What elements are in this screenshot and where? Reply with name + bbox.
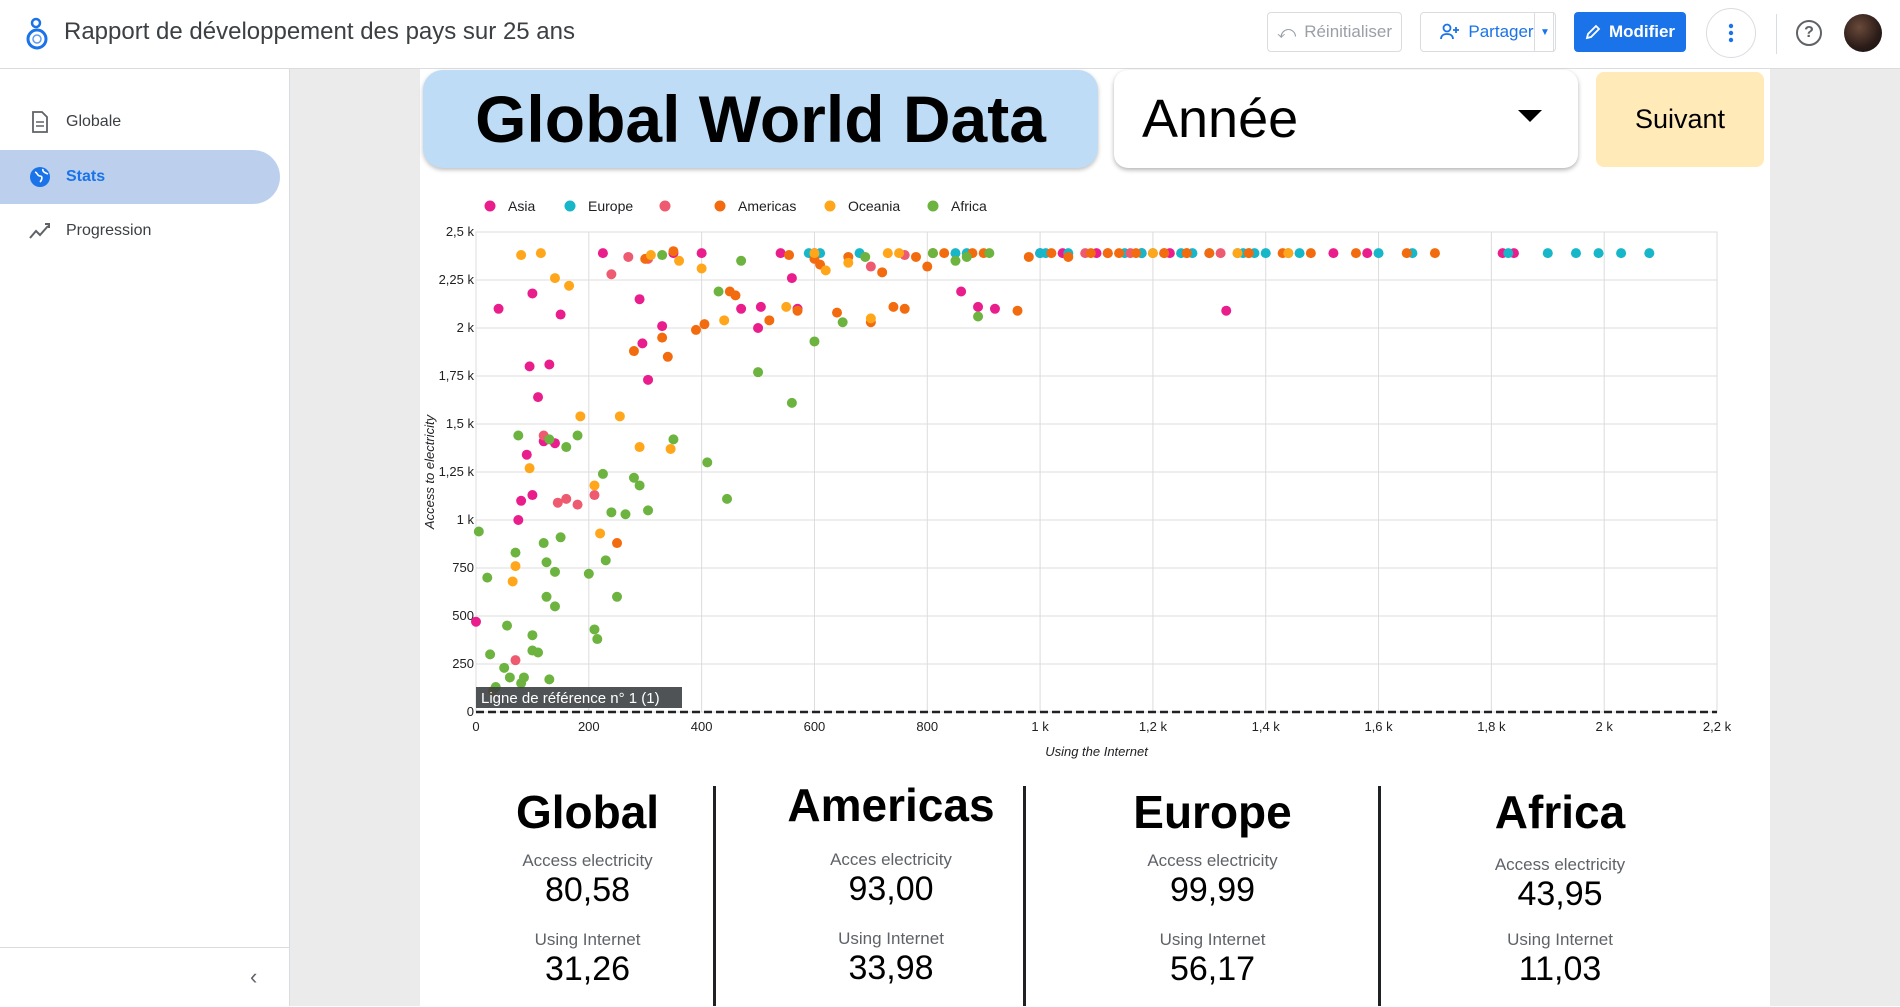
reset-button[interactable]: ⤺ Réinitialiser: [1267, 12, 1402, 52]
sidebar: Globale Stats Progression ‹: [0, 69, 290, 1006]
stat-europe-internet-label: Using Internet: [1159, 930, 1266, 949]
header-divider: [1776, 14, 1777, 54]
sidebar-item-stats[interactable]: Stats: [0, 150, 280, 204]
next-button[interactable]: Suivant: [1596, 72, 1764, 167]
sidebar-item-globale[interactable]: Globale: [0, 95, 280, 149]
share-dropdown-button[interactable]: ▼: [1534, 12, 1556, 52]
chevron-left-icon: ‹: [250, 964, 258, 989]
stat-africa-internet-label: Using Internet: [1507, 930, 1613, 949]
stat-americas: Americas Acces electricity 93,00 Using I…: [780, 778, 1002, 988]
pencil-icon: [1585, 24, 1601, 40]
share-button-label: Partager: [1468, 22, 1534, 41]
more-vert-icon: [1728, 23, 1734, 43]
help-icon[interactable]: ?: [1796, 20, 1822, 46]
stat-global-electricity-label: Access electricity: [522, 851, 653, 870]
caret-down-icon: [1518, 110, 1542, 122]
sidebar-item-progression[interactable]: Progression: [0, 204, 280, 258]
add-person-icon: [1440, 23, 1460, 40]
edit-button-label: Modifier: [1608, 22, 1676, 41]
report-title: Rapport de développement des pays sur 25…: [64, 18, 575, 45]
year-dropdown-label: Année: [1142, 89, 1299, 149]
edit-button[interactable]: Modifier: [1574, 12, 1686, 52]
sidebar-item-label: Stats: [66, 168, 106, 185]
reset-button-label: Réinitialiser: [1304, 22, 1393, 41]
stat-europe-title: Europe: [1133, 786, 1292, 838]
sidebar-item-label: Globale: [66, 113, 122, 130]
stat-africa-title: Africa: [1494, 786, 1626, 838]
more-options-button[interactable]: [1706, 8, 1756, 58]
undo-icon: ⤺: [1276, 21, 1297, 42]
stat-global-electricity-value: 80,58: [544, 871, 631, 909]
stat-europe: Europe Access electricity 99,99 Using In…: [1120, 785, 1305, 989]
collapse-sidebar-button[interactable]: ‹: [0, 947, 289, 1007]
document-icon: [28, 110, 52, 134]
stat-americas-internet-value: 33,98: [848, 949, 934, 987]
stat-europe-electricity-value: 99,99: [1169, 871, 1256, 909]
stat-africa-electricity-value: 43,95: [1517, 875, 1603, 913]
trend-icon: [28, 219, 52, 243]
stat-europe-internet-value: 56,17: [1169, 950, 1256, 988]
stat-americas-title: Americas: [787, 779, 995, 831]
stat-africa: Africa Access electricity 43,95 Using In…: [1470, 785, 1650, 989]
stat-divider: [713, 786, 716, 1006]
stat-global: Global Access electricity 80,58 Using In…: [500, 785, 675, 989]
year-dropdown[interactable]: Année: [1114, 70, 1578, 168]
stat-global-internet-value: 31,26: [544, 950, 631, 988]
sidebar-item-label: Progression: [66, 222, 152, 239]
stat-americas-internet-label: Using Internet: [838, 929, 944, 948]
stat-global-title: Global: [515, 786, 660, 838]
hero-title: Global World Data: [423, 70, 1098, 168]
stat-americas-electricity-value: 93,00: [848, 870, 934, 908]
stat-europe-electricity-label: Access electricity: [1147, 851, 1278, 870]
looker-studio-logo: [26, 17, 48, 50]
stat-divider: [1023, 786, 1026, 1006]
stat-africa-internet-value: 11,03: [1518, 950, 1602, 988]
avatar[interactable]: [1844, 14, 1882, 52]
caret-down-icon: ▼: [1540, 26, 1550, 38]
stat-africa-electricity-label: Access electricity: [1494, 855, 1626, 874]
globe-icon: [28, 165, 52, 189]
stat-americas-electricity-label: Acces electricity: [830, 850, 952, 869]
top-bar: Rapport de développement des pays sur 25…: [0, 0, 1900, 69]
stat-global-internet-label: Using Internet: [534, 930, 641, 949]
stat-divider: [1378, 786, 1381, 1006]
share-button[interactable]: Partager: [1420, 12, 1554, 52]
